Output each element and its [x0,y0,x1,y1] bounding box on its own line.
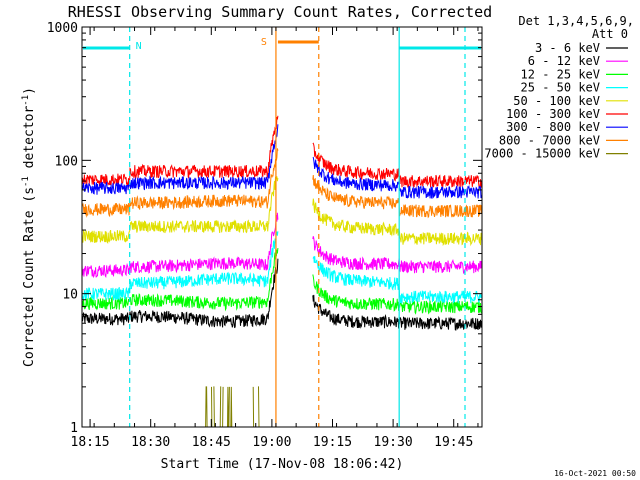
series-line [81,212,482,279]
chart-title: RHESSI Observing Summary Count Rates, Co… [68,3,492,21]
y-axis-label-sup1: -1 [21,176,31,187]
legend-entry-label: 3 - 6 keV [535,41,600,55]
series-line [81,258,482,331]
legend-entry-label: 300 - 800 keV [506,120,600,134]
legend-header-line2: Att 0 [592,27,628,41]
legend-entry-label: 7000 - 15000 keV [484,147,600,161]
y-axis-label-sup2: -1 [21,95,31,106]
x-axis: 18:15 18:30 18:45 19:00 19:15 19:30 19:45 [71,27,479,450]
y-tick-label: 1000 [47,21,78,36]
legend-entry-label: 12 - 25 keV [521,67,600,81]
series-line [81,247,482,315]
legend-entry-label: 6 - 12 keV [528,54,600,68]
series-line [81,231,482,304]
legend-entry-label: 100 - 300 keV [506,107,600,121]
x-tick-label: 19:15 [313,435,352,450]
y-axis: 1 10 100 1000 [47,21,482,436]
annotation-label: S [261,37,267,48]
x-axis-label: Start Time (17-Nov-08 18:06:42) [161,457,404,472]
y-axis-label-end: ) [22,87,37,95]
x-tick-label: 18:30 [131,435,170,450]
x-tick-label: 19:00 [252,435,291,450]
series-layer [81,115,482,427]
y-tick-label: 100 [55,154,78,169]
annotation-label: N [136,41,142,52]
legend-entry-label: 800 - 7000 keV [499,133,600,147]
x-tick-label: 18:15 [71,435,110,450]
series-line [81,176,482,247]
y-tick-label: 10 [62,288,78,303]
legend-entry-label: 50 - 100 keV [513,94,600,108]
plot-frame [81,26,483,428]
generation-timestamp: 16-Oct-2021 00:50 [554,469,636,478]
x-tick-label: 19:45 [434,435,473,450]
x-tick-label: 19:30 [374,435,413,450]
legend-header-line1: Det 1,3,4,5,6,9, [518,14,634,28]
series-line [81,148,482,219]
x-tick-label: 18:45 [192,435,231,450]
y-axis-label-mid: detector [22,106,37,177]
y-axis-label-main: Corrected Count Rate (s [22,187,37,367]
legend-entry-label: 25 - 50 keV [521,81,600,95]
y-axis-label: Corrected Count Rate (s-1 detector-1) [21,87,37,367]
series-line [81,124,482,200]
y-tick-label: 1 [70,421,78,436]
series-line [81,115,482,189]
